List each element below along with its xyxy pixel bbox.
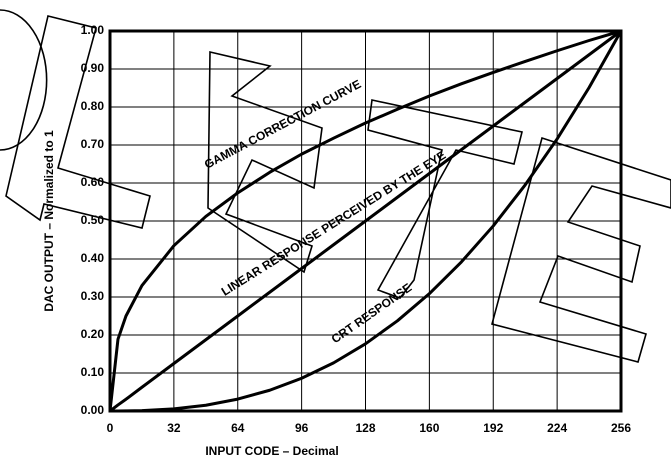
x-tick-label: 32	[167, 421, 181, 435]
eye-decoration	[0, 9, 671, 363]
series-line	[108, 29, 622, 412]
y-tick-label: 1.00	[81, 23, 105, 37]
y-tick-label: 0.00	[81, 403, 105, 417]
x-tick-label: 0	[107, 421, 114, 435]
y-tick-label: 0.10	[81, 365, 105, 379]
y-tick-label: 0.30	[81, 289, 105, 303]
x-tick-label: 64	[231, 421, 245, 435]
y-tick-label: 0.20	[81, 327, 105, 341]
y-tick-label: 0.40	[81, 251, 105, 265]
x-tick-label: 224	[547, 421, 567, 435]
deco-letter-e	[5, 15, 151, 229]
series-label: CRT RESPONSE	[329, 280, 415, 346]
deco-letter-y2	[367, 99, 523, 299]
y-tick-label: 0.90	[81, 61, 105, 75]
y-axis-title: DAC OUTPUT – Normalized to 1	[42, 130, 56, 312]
x-tick-label: 96	[295, 421, 309, 435]
deco-letter-y	[207, 50, 323, 274]
x-tick-label: 256	[611, 421, 631, 435]
x-tick-label: 192	[483, 421, 503, 435]
series-label: GAMMA CORRECTION CURVE	[202, 77, 363, 172]
x-tick-label: 128	[355, 421, 375, 435]
plot-frame	[108, 29, 623, 413]
series-line	[110, 30, 623, 413]
y-tick-label: 0.80	[81, 99, 105, 113]
deco-letter-e2	[491, 136, 671, 363]
y-tick-label: 0.70	[81, 137, 105, 151]
x-axis-title: INPUT CODE – Decimal	[205, 444, 338, 458]
x-tick-label: 160	[419, 421, 439, 435]
deco-arc	[0, 9, 48, 151]
series-line	[109, 29, 622, 413]
y-tick-label: 0.60	[81, 175, 105, 189]
y-tick-label: 0.50	[81, 213, 105, 227]
